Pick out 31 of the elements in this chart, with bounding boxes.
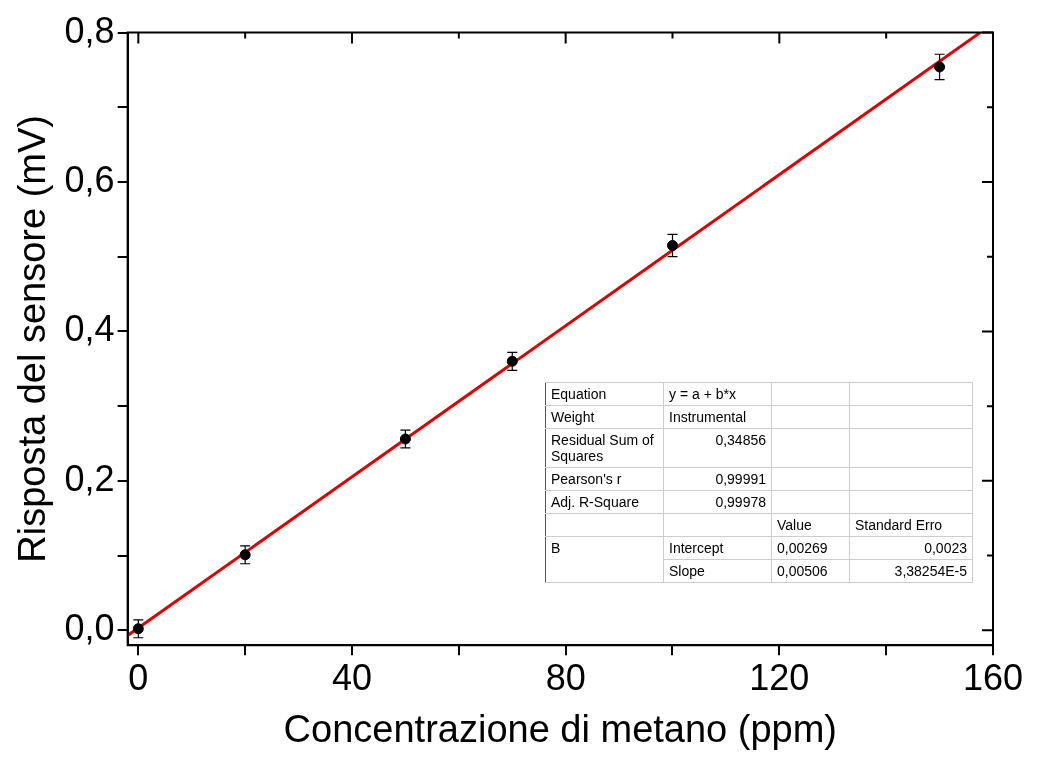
annotation: Pearson's r — [545, 467, 664, 491]
y-tick-label: 0,8 — [64, 9, 115, 51]
annotation: Slope — [663, 559, 772, 583]
annotation: Standard Erro — [849, 513, 973, 537]
annotation: 0,00269 — [771, 536, 850, 560]
annotation: 0,99991 — [663, 467, 772, 491]
annotation: Weight — [545, 405, 664, 429]
annotation: Equation — [545, 382, 664, 406]
annotation: Residual Sum of Squares — [545, 428, 664, 468]
y-tick-label: 0,0 — [64, 607, 115, 649]
y-axis-title: Risposta del sensore (mV) — [11, 115, 54, 563]
y-tick-label: 0,6 — [64, 158, 115, 200]
x-axis-title: Concentrazione di metano (ppm) — [283, 707, 838, 750]
annotation: 0,99978 — [663, 490, 772, 514]
y-tick-label: 0,4 — [64, 308, 115, 350]
annotation: 0,0023 — [849, 536, 973, 560]
x-tick-label: 120 — [749, 656, 810, 698]
x-tick-label: 40 — [331, 656, 373, 698]
annotation: 3,38254E-5 — [849, 559, 973, 583]
annotation: Adj. R-Square — [545, 490, 664, 514]
annotation: 0,00506 — [771, 559, 850, 583]
y-tick-label: 0,2 — [64, 457, 115, 499]
x-tick-label: 0 — [128, 656, 149, 698]
annotation: B — [545, 536, 664, 583]
x-tick-label: 160 — [962, 656, 1024, 698]
annotation: Intercept — [663, 536, 772, 560]
annotation: y = a + b*x — [663, 382, 772, 406]
annotation: 0,34856 — [663, 428, 772, 468]
x-tick-label: 80 — [545, 656, 586, 698]
annotation: Value — [771, 513, 850, 537]
annotation: Instrumental — [663, 405, 772, 429]
